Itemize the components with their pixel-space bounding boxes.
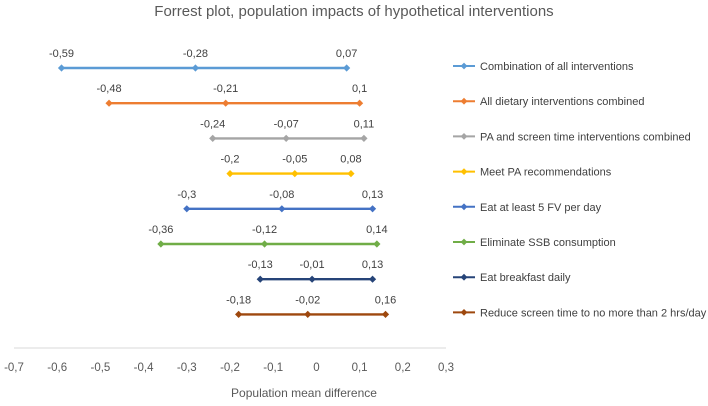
estimate-label: -0,07 [274, 118, 299, 130]
estimate-label: -0,12 [252, 224, 277, 236]
legend: Combination of all interventions All diet… [453, 61, 707, 319]
estimate-label: -0,02 [295, 294, 320, 306]
legend-label: PA and screen time interventions combine… [480, 131, 691, 143]
chart-title: Forrest plot, population impacts of hypo… [154, 3, 553, 20]
lower-bound-marker [105, 99, 113, 107]
lower-bound-label: -0,36 [148, 224, 173, 236]
estimate-marker [222, 99, 230, 107]
upper-bound-marker [360, 134, 368, 142]
upper-bound-marker [347, 170, 355, 178]
series-row: -0,2 -0,05 0,08 [221, 154, 362, 178]
estimate-marker [278, 205, 286, 213]
legend-item: Reduce screen time to no more than 2 hrs… [453, 307, 707, 319]
upper-bound-label: 0,07 [336, 48, 357, 60]
legend-label: Meet PA recommendations [480, 167, 612, 179]
legend-swatch-marker [460, 97, 468, 105]
x-tick-label: -0,4 [134, 362, 154, 374]
legend-swatch-marker [460, 309, 468, 316]
legend-swatch-marker [460, 133, 468, 140]
lower-bound-label: -0,24 [200, 118, 225, 130]
lower-bound-marker [235, 310, 243, 318]
x-tick-label: -0,1 [263, 362, 283, 374]
lower-bound-label: -0,18 [226, 294, 251, 306]
lower-bound-marker [57, 64, 66, 72]
estimate-marker [304, 310, 312, 318]
legend-item: All dietary interventions combined [453, 96, 644, 108]
estimate-label: -0,21 [213, 83, 238, 95]
plot-series: -0,59 -0,28 0,07 -0,48 -0,21 0,1 -0,24 -0,07 0,1… [49, 48, 396, 318]
x-tick-label: 0,3 [438, 362, 454, 374]
estimate-marker [191, 64, 200, 72]
x-axis-ticks: -0,7 -0,6 -0,5 -0,4 -0,3 -0,2 -0,1 0 0,1 0,2 0,3 [4, 362, 454, 374]
series-row: -0,3 -0,08 0,13 [177, 189, 383, 213]
upper-bound-marker [373, 240, 381, 248]
lower-bound-marker [209, 134, 217, 142]
x-tick-label: -0,6 [47, 362, 67, 374]
legend-label: All dietary interventions combined [480, 96, 644, 108]
upper-bound-label: 0,16 [375, 294, 396, 306]
upper-bound-label: 0,1 [352, 83, 367, 95]
legend-swatch-marker [460, 238, 468, 246]
legend-item: Meet PA recommendations [453, 167, 612, 179]
lower-bound-label: -0,13 [248, 259, 273, 271]
legend-item: Combination of all interventions [453, 61, 634, 73]
estimate-label: -0,05 [282, 154, 307, 166]
x-tick-label: -0,2 [220, 362, 240, 374]
upper-bound-label: 0,08 [340, 154, 361, 166]
lower-bound-label: -0,2 [221, 154, 240, 166]
upper-bound-marker [343, 64, 351, 72]
legend-swatch-marker [460, 168, 468, 175]
lower-bound-marker [157, 240, 165, 248]
lower-bound-label: -0,59 [49, 48, 74, 60]
estimate-marker [291, 170, 299, 178]
series-row: -0,18 -0,02 0,16 [226, 294, 396, 318]
legend-label: Combination of all interventions [480, 61, 634, 73]
estimate-label: -0,08 [269, 189, 294, 201]
lower-bound-label: -0,48 [97, 83, 122, 95]
lower-bound-marker [226, 170, 234, 178]
lower-bound-marker [256, 275, 264, 283]
legend-item: PA and screen time interventions combine… [453, 131, 691, 143]
series-row: -0,36 -0,12 0,14 [148, 224, 388, 248]
x-tick-label: 0,1 [352, 362, 368, 374]
series-row: -0,59 -0,28 0,07 [49, 48, 357, 72]
legend-label: Eat breakfast daily [480, 272, 571, 284]
legend-swatch-marker [460, 273, 468, 281]
legend-item: Eat breakfast daily [453, 272, 571, 284]
series-row: -0,13 -0,01 0,13 [248, 259, 383, 283]
upper-bound-marker [356, 99, 364, 107]
estimate-marker [260, 240, 269, 248]
legend-label: Eliminate SSB consumption [480, 237, 616, 249]
upper-bound-label: 0,13 [362, 189, 383, 201]
x-tick-label: 0,2 [395, 362, 411, 374]
legend-label: Eat at least 5 FV per day [480, 202, 602, 214]
legend-label: Reduce screen time to no more than 2 hrs… [480, 307, 707, 319]
upper-bound-label: 0,11 [354, 118, 375, 130]
upper-bound-marker [368, 275, 377, 283]
estimate-marker [282, 134, 290, 142]
estimate-label: -0,28 [183, 48, 208, 60]
upper-bound-label: 0,13 [362, 259, 383, 271]
x-tick-label: 0 [313, 362, 319, 374]
legend-item: Eliminate SSB consumption [453, 237, 616, 249]
lower-bound-label: -0,3 [177, 189, 196, 201]
upper-bound-label: 0,14 [366, 224, 387, 236]
lower-bound-marker [183, 205, 191, 213]
x-axis-title: Population mean difference [231, 386, 377, 400]
legend-item: Eat at least 5 FV per day [453, 202, 602, 214]
x-tick-label: -0,3 [177, 362, 197, 374]
legend-swatch-marker [460, 62, 468, 70]
legend-swatch-marker [460, 203, 468, 211]
series-row: -0,48 -0,21 0,1 [97, 83, 367, 107]
upper-bound-marker [381, 310, 390, 318]
series-row: -0,24 -0,07 0,11 [200, 118, 374, 142]
estimate-label: -0,01 [300, 259, 325, 271]
x-tick-label: -0,5 [90, 362, 110, 374]
x-tick-label: -0,7 [4, 362, 24, 374]
upper-bound-marker [368, 205, 377, 213]
estimate-marker [308, 275, 316, 283]
